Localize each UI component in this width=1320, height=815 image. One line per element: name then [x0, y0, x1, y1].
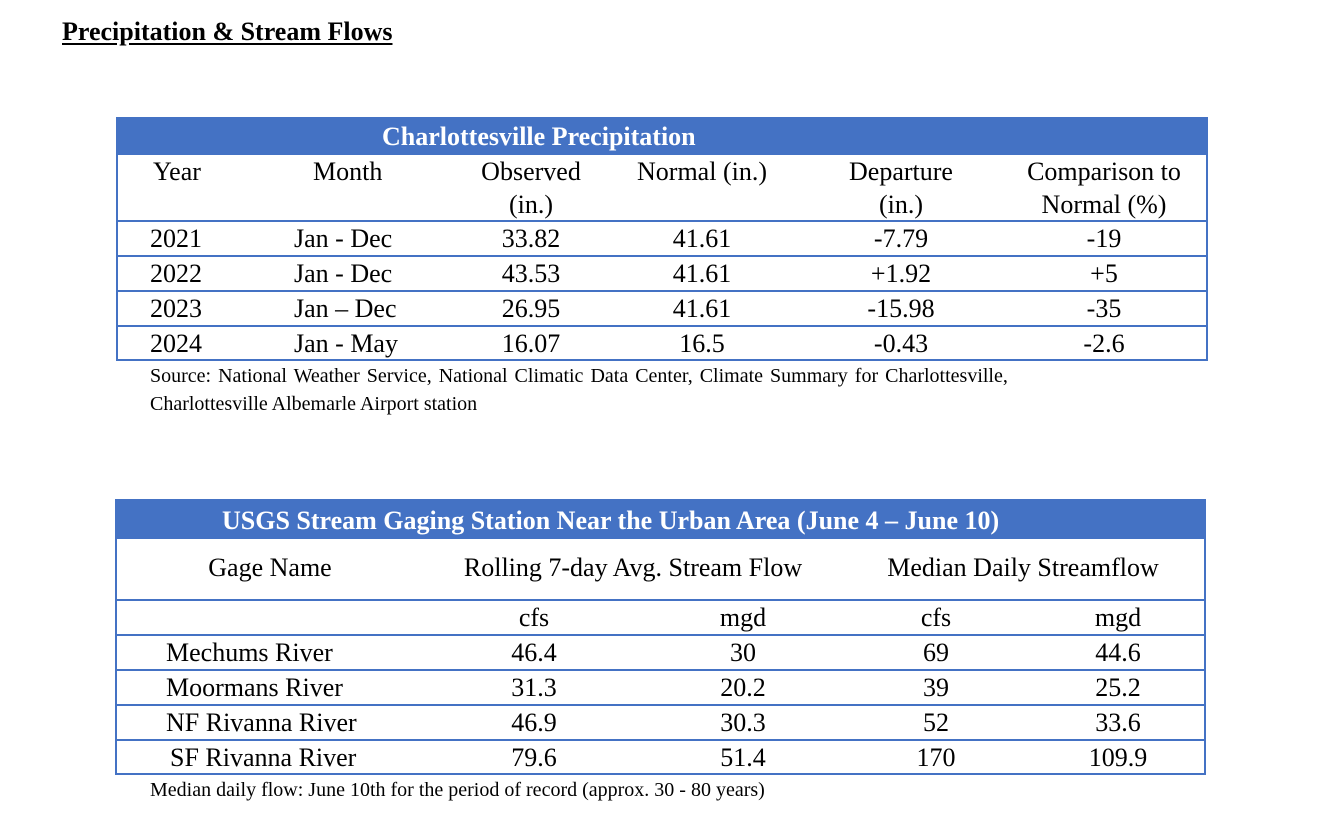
row-divider: [117, 739, 1204, 741]
cell-departure: +1.92: [870, 259, 932, 288]
cell-comparison: +5: [1090, 259, 1118, 288]
cell-observed: 16.07: [501, 329, 561, 358]
cell-gage-name: Mechums River: [166, 638, 333, 667]
cell-month: Jan - Dec: [294, 224, 393, 253]
precipitation-table: Charlottesville Precipitation Year Month…: [116, 117, 1208, 361]
cell-year: 2023: [150, 294, 202, 323]
cell-comparison: -35: [1086, 294, 1122, 323]
streamflow-table-title: USGS Stream Gaging Station Near the Urba…: [222, 506, 1000, 535]
cell-rolling-mgd: 20.2: [720, 673, 766, 702]
cell-median-mgd: 25.2: [1095, 673, 1141, 702]
streamflow-table: USGS Stream Gaging Station Near the Urba…: [115, 499, 1206, 775]
unit-cfs: cfs: [518, 603, 550, 632]
cell-rolling-mgd: 30.3: [720, 708, 766, 737]
cell-rolling-cfs: 31.3: [511, 673, 557, 702]
cell-normal: 41.61: [672, 294, 732, 323]
row-divider: [118, 290, 1206, 292]
cell-observed: 26.95: [501, 294, 561, 323]
cell-month: Jan – Dec: [294, 294, 397, 323]
cell-median-cfs: 52: [923, 708, 949, 737]
col-header-year: Year: [153, 157, 201, 186]
cell-departure: -7.79: [873, 224, 929, 253]
cell-departure: -15.98: [867, 294, 935, 323]
row-divider: [117, 599, 1204, 601]
row-divider: [117, 634, 1204, 636]
cell-observed: 33.82: [501, 224, 561, 253]
row-divider: [117, 669, 1204, 671]
precipitation-table-title: Charlottesville Precipitation: [382, 122, 696, 151]
cell-median-cfs: 69: [923, 638, 949, 667]
unit-cfs: cfs: [920, 603, 952, 632]
col-header-departure: Departure: [849, 157, 953, 186]
col-header-month: Month: [313, 157, 383, 186]
unit-mgd: mgd: [1094, 603, 1142, 632]
cell-year: 2022: [150, 259, 202, 288]
cell-median-mgd: 33.6: [1095, 708, 1141, 737]
page-title: Precipitation & Stream Flows: [62, 17, 393, 46]
col-header-observed: Observed: [481, 157, 581, 186]
precipitation-source-line2: Charlottesville Albemarle Airport statio…: [150, 393, 478, 415]
cell-median-cfs: 39: [923, 673, 949, 702]
cell-year: 2024: [150, 329, 202, 358]
cell-comparison: -2.6: [1083, 329, 1125, 358]
col-header-comparison: Comparison to: [1027, 157, 1181, 186]
row-divider: [118, 255, 1206, 257]
cell-normal: 41.61: [672, 224, 732, 253]
cell-gage-name: SF Rivanna River: [170, 743, 357, 772]
row-divider: [118, 325, 1206, 327]
cell-median-mgd: 109.9: [1088, 743, 1148, 772]
precipitation-source-line1: Source: National Weather Service, Nation…: [150, 365, 1008, 387]
streamflow-table-header: USGS Stream Gaging Station Near the Urba…: [117, 501, 1204, 539]
unit-mgd: mgd: [719, 603, 767, 632]
cell-normal: 41.61: [672, 259, 732, 288]
cell-observed: 43.53: [501, 259, 561, 288]
cell-gage-name: Moormans River: [166, 673, 343, 702]
cell-gage-name: NF Rivanna River: [166, 708, 357, 737]
col-header-comparison-unit: Normal (%): [1041, 190, 1167, 219]
cell-normal: 16.5: [679, 329, 725, 358]
row-divider: [117, 704, 1204, 706]
cell-median-cfs: 170: [916, 743, 956, 772]
cell-rolling-cfs: 46.9: [511, 708, 557, 737]
cell-rolling-mgd: 51.4: [720, 743, 766, 772]
cell-comparison: -19: [1086, 224, 1122, 253]
cell-year: 2021: [150, 224, 202, 253]
col-header-gage-name: Gage Name: [208, 553, 332, 582]
cell-rolling-cfs: 46.4: [511, 638, 557, 667]
row-divider: [118, 220, 1206, 222]
precipitation-table-header: Charlottesville Precipitation: [118, 119, 1206, 155]
cell-month: Jan - Dec: [294, 259, 393, 288]
col-header-departure-unit: (in.): [878, 190, 924, 219]
col-header-median-daily: Median Daily Streamflow: [887, 553, 1159, 582]
col-header-observed-unit: (in.): [508, 190, 554, 219]
streamflow-note: Median daily flow: June 10th for the per…: [150, 779, 765, 801]
cell-median-mgd: 44.6: [1095, 638, 1141, 667]
col-header-rolling-avg: Rolling 7-day Avg. Stream Flow: [463, 553, 803, 582]
cell-rolling-cfs: 79.6: [511, 743, 557, 772]
col-header-normal: Normal (in.): [637, 157, 767, 186]
cell-departure: -0.43: [873, 329, 929, 358]
cell-rolling-mgd: 30: [730, 638, 756, 667]
cell-month: Jan - May: [294, 329, 398, 358]
